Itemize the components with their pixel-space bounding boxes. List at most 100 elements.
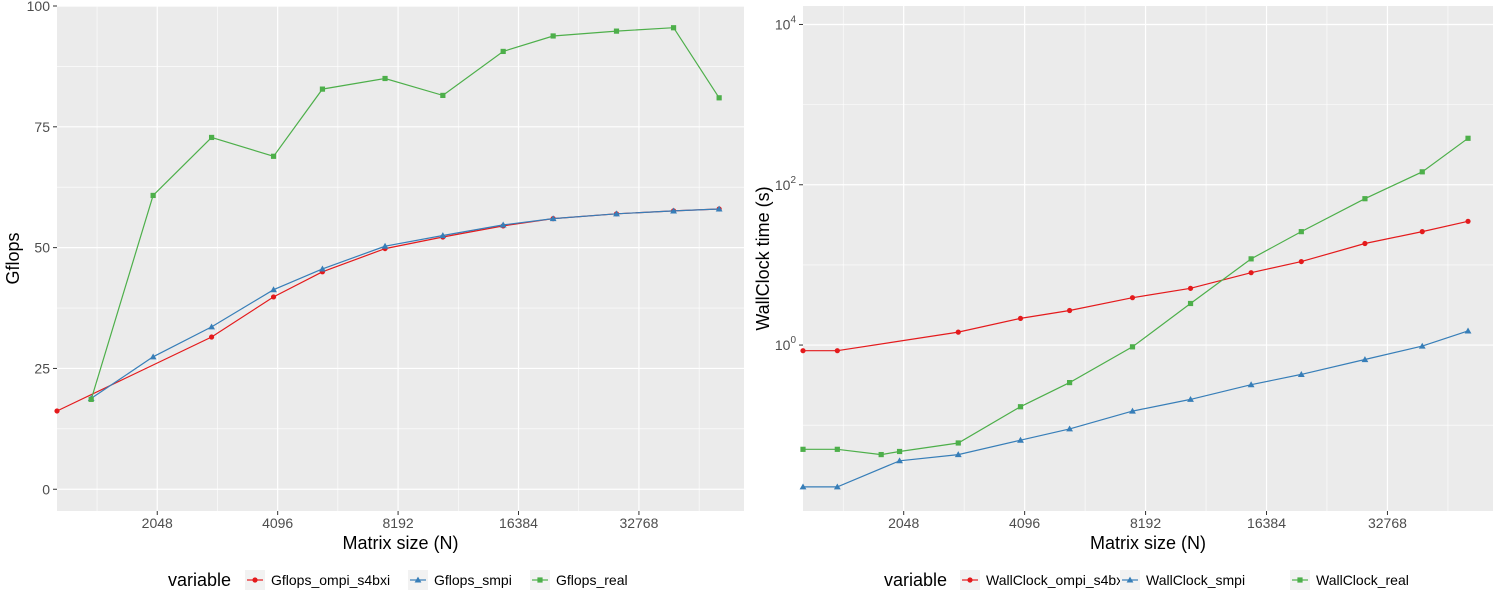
legend-item[interactable]: WallClock_real: [1290, 570, 1409, 590]
y-tick-label-base: 10: [775, 177, 791, 193]
data-point-WallClock_real: [834, 446, 840, 452]
legend-item[interactable]: WallClock_ompi_s4bxi: [960, 570, 1126, 590]
legend-label: WallClock_ompi_s4bxi: [986, 572, 1126, 588]
y-tick-label-base: 10: [775, 337, 791, 353]
x-axis-title: Matrix size (N): [343, 533, 459, 553]
x-tick-label: 2048: [888, 515, 919, 531]
data-point-WallClock_real: [1465, 135, 1471, 141]
legend-title: variable: [884, 570, 947, 590]
data-point-WallClock_real: [1129, 344, 1136, 350]
data-point-WallClock_ompi_s4bxi: [1362, 240, 1368, 247]
data-point-Gflops_smpi: [670, 207, 677, 214]
x-tick-label: 4096: [1009, 515, 1040, 531]
data-point-WallClock_ompi_s4bxi: [1248, 270, 1254, 276]
data-point-WallClock_smpi: [799, 483, 807, 490]
x-axis-title: Matrix size (N): [1090, 533, 1206, 553]
y-tick-label: 75: [34, 119, 50, 135]
legend-label: Gflops_ompi_s4bxi: [271, 572, 390, 588]
data-point-Gflops_smpi: [439, 232, 447, 239]
data-point-WallClock_ompi_s4bxi: [1017, 315, 1024, 322]
data-point-WallClock_real: [1187, 300, 1194, 307]
data-point-WallClock_smpi: [1297, 371, 1305, 377]
y-tick-label: 100: [27, 0, 51, 14]
data-point-Gflops_smpi: [149, 353, 157, 360]
data-point-Gflops_smpi: [613, 210, 620, 217]
plot-panel: [803, 6, 1493, 511]
data-point-Gflops_real: [88, 396, 94, 402]
y-tick-label: 104: [775, 14, 797, 32]
x-tick-label: 32768: [1368, 515, 1407, 531]
legend-item[interactable]: WallClock_smpi: [1120, 570, 1245, 590]
data-point-WallClock_smpi: [1187, 395, 1194, 402]
data-point-WallClock_real: [1066, 380, 1073, 386]
data-point-Gflops_smpi: [270, 286, 277, 293]
data-point-WallClock_smpi: [896, 457, 903, 464]
gflops-chart: 2048 4096 8192 16384 32768 0 25 50 75 100 Matrix s…: [3, 0, 744, 590]
y-tick-label: 50: [34, 240, 50, 256]
data-point-Gflops_real: [670, 25, 677, 31]
data-point-Gflops_real: [613, 28, 620, 34]
legend-key-marker: [414, 576, 422, 583]
data-point-Gflops_real: [319, 86, 326, 92]
data-point-WallClock_ompi_s4bxi: [955, 329, 961, 335]
legend-item[interactable]: Gflops_smpi: [408, 570, 512, 590]
data-point-Gflops_real: [550, 33, 556, 39]
data-point-WallClock_real: [896, 448, 903, 455]
legend-item[interactable]: Gflops_real: [530, 570, 628, 590]
data-point-Gflops_real: [150, 192, 156, 199]
y-tick-label-exponent: 0: [790, 335, 796, 346]
data-point-WallClock_real: [955, 440, 961, 446]
x-tick-label: 8192: [383, 515, 414, 531]
legend-label: Gflops_real: [556, 572, 628, 588]
data-point-WallClock_ompi_s4bxi: [1419, 229, 1425, 235]
legend: variable Gflops_ompi_s4bxi Gflops_smpi Gflo…: [168, 570, 628, 590]
data-point-Gflops_ompi_s4bxi: [270, 294, 277, 300]
data-point-Gflops_smpi: [549, 215, 557, 222]
data-point-WallClock_ompi_s4bxi: [834, 348, 840, 354]
legend-key-marker: [1126, 576, 1134, 583]
data-point-WallClock_real: [1248, 256, 1254, 262]
x-tick-label: 8192: [1130, 515, 1161, 531]
x-tick-label: 32768: [619, 515, 658, 531]
legend-label: WallClock_smpi: [1146, 572, 1245, 588]
y-tick-label-exponent: 4: [790, 14, 796, 25]
y-tick-label: 25: [34, 360, 50, 376]
data-point-WallClock_smpi: [1066, 425, 1073, 432]
data-point-WallClock_smpi: [1247, 381, 1255, 388]
series-line-WallClock_ompi_s4bxi: [803, 220, 1469, 352]
series-line-Gflops_real: [90, 27, 720, 400]
y-axis-title: WallClock time (s): [753, 186, 773, 330]
data-point-WallClock_real: [1017, 404, 1024, 410]
data-point-WallClock_smpi: [1129, 407, 1136, 414]
data-point-WallClock_smpi: [1361, 356, 1369, 363]
y-axis-title: Gflops: [3, 232, 23, 284]
y-tick-label: 0: [42, 481, 50, 497]
legend-item[interactable]: Gflops_ompi_s4bxi: [245, 570, 390, 590]
y-tick-label-exponent: 2: [790, 175, 796, 186]
data-point-WallClock_real: [800, 446, 806, 452]
plot-panel: [57, 6, 744, 511]
data-point-WallClock_smpi: [954, 451, 962, 458]
data-point-WallClock_smpi: [1017, 436, 1024, 443]
series-line-WallClock_real: [803, 137, 1469, 456]
data-point-WallClock_ompi_s4bxi: [1066, 307, 1073, 314]
data-point-WallClock_smpi: [833, 483, 841, 490]
y-tick-label: 100: [775, 335, 797, 353]
data-point-Gflops_real: [382, 75, 388, 82]
x-tick-label: 16384: [499, 515, 538, 531]
legend-label: WallClock_real: [1316, 572, 1409, 588]
data-point-WallClock_ompi_s4bxi: [800, 348, 806, 354]
legend-key-marker: [967, 577, 973, 583]
legend: variable WallClock_ompi_s4bxi WallClock_sm…: [884, 570, 1409, 590]
x-tick-label: 16384: [1247, 515, 1286, 531]
legend-key-marker: [1297, 577, 1303, 583]
legend-key-marker: [252, 577, 258, 583]
data-point-Gflops_ompi_s4bxi: [208, 334, 215, 340]
data-point-WallClock_real: [1362, 196, 1368, 202]
data-point-WallClock_ompi_s4bxi: [1465, 218, 1471, 224]
legend-title: variable: [168, 570, 231, 590]
legend-key-marker: [537, 577, 543, 583]
y-tick-label-base: 10: [775, 16, 791, 32]
